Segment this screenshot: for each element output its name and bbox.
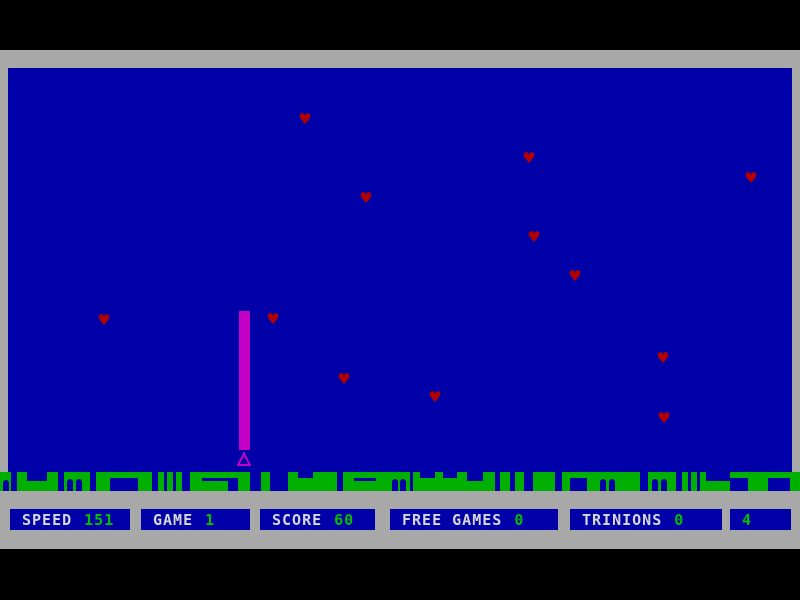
playfield[interactable] (8, 68, 792, 491)
terrain-block (467, 481, 483, 491)
heart-icon: ♥ (298, 110, 312, 128)
terrain-arch-hole (400, 479, 406, 491)
terrain-arch-hole (661, 479, 667, 491)
heart-icon: ♥ (568, 267, 582, 285)
terrain-block (443, 478, 457, 491)
status-bar: SPEED 151 GAME 1 SCORE 60 FREE GAMES 0 TRINIONS 0… (0, 509, 800, 530)
terrain-block (790, 478, 800, 491)
status-label: SPEED (22, 510, 73, 529)
status-value: 4 (742, 510, 753, 529)
player-ship-bar (239, 311, 250, 450)
heart-icon: ♥ (337, 370, 351, 388)
terrain-block (167, 472, 173, 491)
status-label: SCORE (272, 510, 323, 529)
terrain-block (343, 472, 388, 478)
terrain-block (706, 481, 730, 491)
terrain-block (457, 472, 467, 491)
heart-icon: ♥ (656, 349, 670, 367)
heart-icon: ♥ (266, 310, 280, 328)
status-value: 151 (84, 510, 115, 529)
terrain-block (595, 472, 640, 491)
heart-icon: ♥ (744, 169, 758, 187)
terrain-block (500, 472, 510, 491)
terrain-block (17, 472, 27, 491)
status-label: FREE GAMES (402, 510, 503, 529)
terrain-arch-hole (76, 479, 82, 491)
terrain-block (587, 472, 595, 491)
terrain-block (27, 481, 47, 491)
heart-icon: ♥ (527, 228, 541, 246)
heart-icon: ♥ (359, 189, 373, 207)
terrain-block (261, 472, 270, 491)
heart-icon: ♥ (97, 311, 111, 329)
terrain-strip (0, 472, 800, 491)
terrain-block (138, 472, 152, 491)
heart-icon: ♥ (428, 388, 442, 406)
terrain-block (562, 472, 595, 478)
heart-icon: ♥ (522, 149, 536, 167)
terrain-block (376, 472, 388, 491)
terrain-arch-hole (67, 479, 73, 491)
terrain-block (700, 472, 706, 491)
terrain-block (158, 472, 164, 491)
heart-icon: ♥ (657, 409, 671, 427)
terrain-arch-hole (392, 479, 398, 491)
terrain-block (202, 481, 228, 491)
status-box: SCORE 60 (260, 509, 375, 530)
status-box: TRINIONS 0 (570, 509, 722, 530)
terrain-arch-hole (600, 479, 606, 491)
terrain-block (190, 472, 250, 478)
status-box: GAME 1 (141, 509, 250, 530)
status-box: FREE GAMES 0 (390, 509, 558, 530)
top-overscan-band (0, 0, 800, 50)
terrain-block (96, 472, 110, 491)
status-value: 0 (674, 510, 685, 529)
terrain-block (730, 472, 760, 478)
terrain-block (420, 478, 435, 491)
terrain-block (483, 472, 495, 491)
terrain-block (190, 472, 202, 491)
ship-pointer-icon (236, 451, 252, 466)
status-label: GAME (153, 510, 194, 529)
terrain-arch-hole (609, 479, 615, 491)
terrain-block (288, 472, 298, 491)
status-box: SPEED 151 (10, 509, 130, 530)
terrain-block (413, 472, 420, 491)
terrain-block (176, 472, 182, 491)
terrain-block (533, 472, 555, 491)
terrain-block (96, 472, 152, 478)
terrain-block (238, 472, 250, 491)
terrain-block (47, 472, 58, 491)
terrain-block (760, 478, 768, 491)
status-box: 4 (730, 509, 791, 530)
terrain-block (515, 472, 524, 491)
terrain-arch-hole (3, 480, 9, 491)
status-value: 60 (334, 510, 355, 529)
terrain-block (343, 472, 354, 491)
terrain-block (313, 472, 337, 491)
terrain-block (354, 481, 376, 491)
terrain-block (298, 478, 313, 491)
status-value: 1 (205, 510, 216, 529)
terrain-block (760, 472, 800, 478)
terrain-block (748, 472, 760, 491)
bottom-overscan-band (0, 549, 800, 600)
terrain-block (435, 472, 443, 491)
terrain-block (691, 472, 697, 491)
terrain-block (682, 472, 688, 491)
status-label: TRINIONS (582, 510, 663, 529)
terrain-block (562, 472, 570, 491)
status-value: 0 (514, 510, 525, 529)
terrain-arch-hole (652, 479, 658, 491)
